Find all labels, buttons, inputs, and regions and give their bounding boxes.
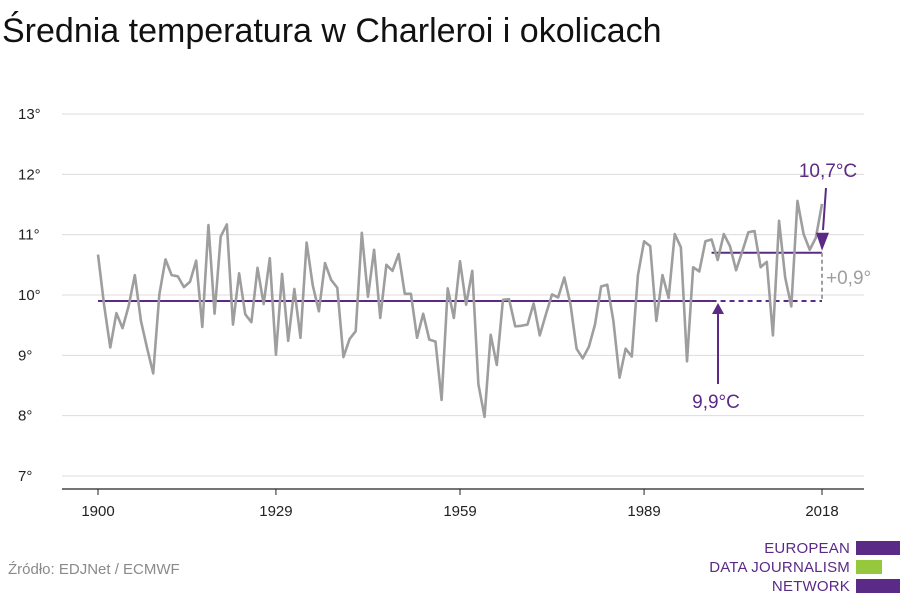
recent-arrow (816, 187, 829, 251)
x-tick-label: 1959 (443, 503, 476, 520)
temperature-chart: 13°12°11°10°9°8°7° 1900 1929 1959 1989 2018 … (18, 106, 871, 520)
y-tick-label: 12° (18, 166, 41, 183)
grid (62, 113, 864, 477)
y-tick-label: 11° (18, 227, 40, 244)
y-tick-label: 13° (18, 106, 41, 123)
logo-bar-middle (856, 560, 882, 574)
difference-label: +0,9° (826, 268, 871, 289)
y-axis-ticks: 13° 12° 11° 10° 9° 8° 7° (18, 106, 41, 485)
x-axis: 1900 1929 1959 1989 2018 (62, 488, 864, 520)
x-tick-label: 1900 (81, 503, 114, 520)
source-note: Źródło: EDJNet / ECMWF (8, 561, 180, 578)
y-tick-label: 8° (18, 408, 32, 425)
logo-text: EUROPEAN DATA JOURNALISM NETWORK (709, 539, 850, 596)
logo-line-3: NETWORK (771, 578, 850, 595)
logo-line-1: EUROPEAN (764, 540, 850, 557)
annotations: 9,9°C 10,7°C +0,9° (692, 161, 871, 413)
baseline-arrow-head (712, 303, 724, 315)
recent-arrow-shaft (822, 187, 827, 231)
temperature-line (96, 199, 824, 419)
y-tick-label: 7° (18, 468, 32, 485)
logo-bar-bottom (856, 579, 900, 593)
x-tick-label: 2018 (805, 503, 838, 520)
chart-title: Średnia temperatura w Charleroi i okolic… (2, 12, 662, 50)
recent-label: 10,7°C (799, 161, 857, 182)
recent-arrow-head (816, 232, 829, 251)
y-tick-label: 10° (18, 287, 41, 304)
y-tick-label: 9° (18, 347, 32, 364)
series (96, 199, 824, 419)
x-tick-label: 1929 (259, 503, 292, 520)
edjnet-logo: EUROPEAN DATA JOURNALISM NETWORK (690, 539, 900, 595)
logo-line-2: DATA JOURNALISM (709, 559, 850, 576)
baseline-label: 9,9°C (692, 392, 740, 413)
logo-bar-top (856, 541, 900, 555)
x-tick-label: 1989 (627, 503, 660, 520)
baseline-arrow (712, 303, 724, 384)
